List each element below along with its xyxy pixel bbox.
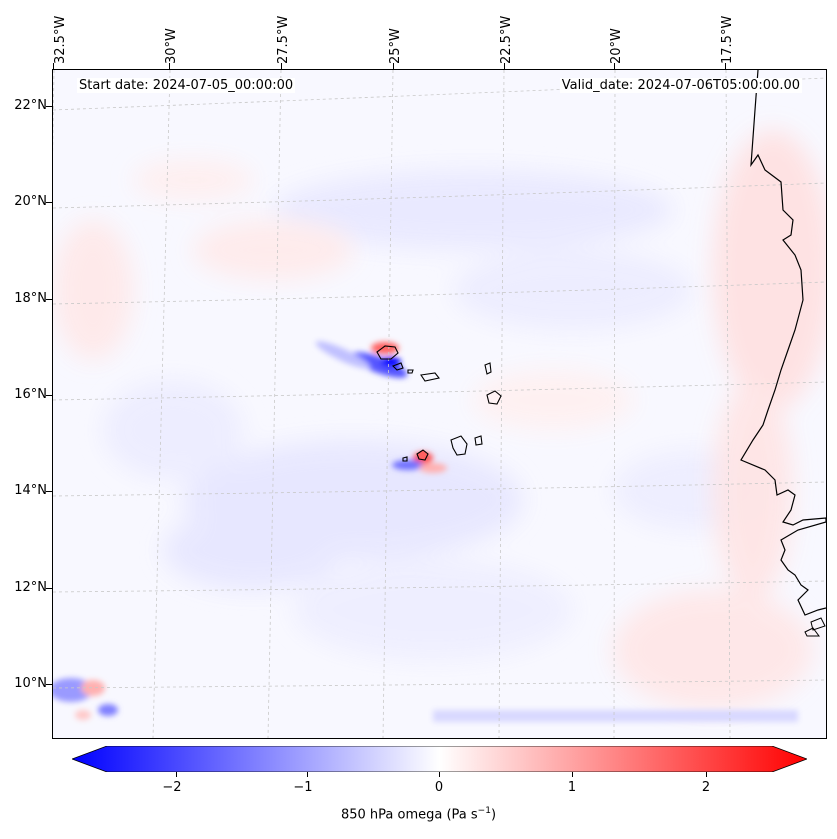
lon-label-20w: 20°W <box>609 28 624 64</box>
cb-tick-m1: −1 <box>293 780 313 795</box>
lon-label-32-5w: 32.5°W <box>53 15 68 64</box>
valid-date-label: Valid_date: 2024-07-06T05:00:00.00 <box>559 78 802 93</box>
lat-label-14n: 14°N <box>14 483 47 498</box>
lon-label-27-5w: 27.5°W <box>276 15 291 64</box>
tick-y-4 <box>46 395 52 396</box>
gridlines <box>53 70 826 738</box>
omega-field-map <box>53 70 826 738</box>
cb-tick-2: 2 <box>701 780 711 795</box>
tick-x-6 <box>614 63 615 69</box>
cb-tick-0: 0 <box>434 780 444 795</box>
tick-y-5 <box>46 491 52 492</box>
colorbar-body <box>72 746 807 772</box>
cb-tickmark-m2 <box>176 772 177 777</box>
bissagos-islands <box>804 617 826 637</box>
map-panel <box>52 69 827 739</box>
tick-x-4 <box>393 63 394 69</box>
field-light-red <box>53 130 826 710</box>
lon-label-17-5w: 17.5°W <box>720 15 735 64</box>
tick-x-5 <box>504 63 505 69</box>
tick-y-3 <box>46 299 52 300</box>
lon-label-22-5w: 22.5°W <box>499 15 514 64</box>
bottom-blue-band <box>433 710 798 722</box>
start-date-label: Start date: 2024-07-05_00:00:00 <box>77 78 296 93</box>
bottom-left-perturbation <box>53 678 118 720</box>
africa-coastline <box>740 70 826 616</box>
lon-label-30w: 30°W <box>164 28 179 64</box>
colorbar-label-suffix: ) <box>490 807 497 823</box>
lat-label-18n: 18°N <box>14 291 47 306</box>
cb-tickmark-2 <box>706 772 707 777</box>
cb-tickmark-0 <box>439 772 440 777</box>
cb-tickmark-1 <box>572 772 573 777</box>
lat-label-12n: 12°N <box>14 580 47 595</box>
tick-x-2 <box>169 63 170 69</box>
colorbar-label-prefix: 850 hPa omega (Pa s <box>340 807 478 823</box>
tick-y-1 <box>46 106 52 107</box>
lon-label-25w: 25°W <box>388 28 403 64</box>
cb-tick-m2: −2 <box>162 780 182 795</box>
lat-label-22n: 22°N <box>14 98 47 113</box>
cb-tick-1: 1 <box>567 780 577 795</box>
colorbar-label: 850 hPa omega (Pa s−1) <box>0 806 837 822</box>
lat-label-20n: 20°N <box>14 194 47 209</box>
tick-x-1 <box>53 63 54 69</box>
tick-y-6 <box>46 588 52 589</box>
tick-y-7 <box>46 684 52 685</box>
colorbar-label-exp: −1 <box>477 806 491 816</box>
tick-y-2 <box>46 202 52 203</box>
lat-label-10n: 10°N <box>14 676 47 691</box>
tick-x-3 <box>281 63 282 69</box>
lat-label-16n: 16°N <box>14 387 47 402</box>
cape-verde-islands <box>376 345 502 462</box>
cb-tickmark-m1 <box>307 772 308 777</box>
colorbar <box>72 746 807 772</box>
tick-x-7 <box>725 63 726 69</box>
